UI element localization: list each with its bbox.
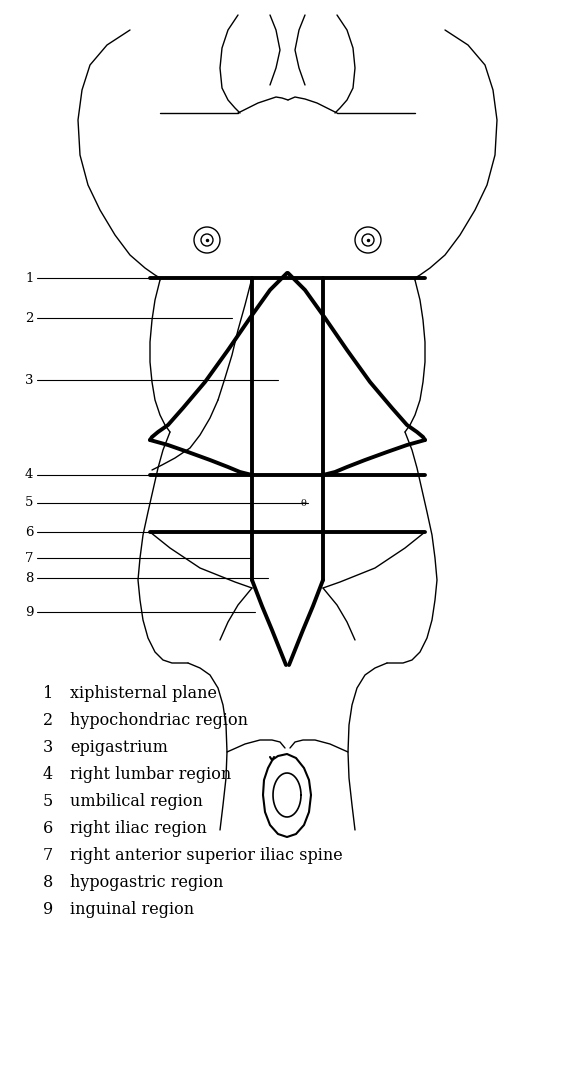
Text: inguinal region: inguinal region [70,901,194,918]
Text: 2: 2 [25,311,33,325]
Text: 1: 1 [25,271,33,284]
Text: 5: 5 [43,793,53,810]
Text: hypochondriac region: hypochondriac region [70,712,248,730]
Text: 9: 9 [25,606,33,619]
Text: 5: 5 [25,496,33,510]
Text: 7: 7 [43,847,53,864]
Text: xiphisternal plane: xiphisternal plane [70,685,217,702]
Text: right lumbar region: right lumbar region [70,766,231,783]
Text: 7: 7 [25,552,33,565]
Text: right anterior superior iliac spine: right anterior superior iliac spine [70,847,343,864]
Text: epigastrium: epigastrium [70,739,168,756]
Text: 6: 6 [25,525,33,538]
Text: hypogastric region: hypogastric region [70,874,223,891]
Text: 3: 3 [43,739,53,756]
Text: 8: 8 [43,874,53,891]
Text: 4: 4 [43,766,53,783]
Text: right iliac region: right iliac region [70,820,207,837]
Text: 1: 1 [43,685,53,702]
Text: θ: θ [300,498,306,508]
Text: 9: 9 [43,901,53,918]
Text: umbilical region: umbilical region [70,793,203,810]
Text: 6: 6 [43,820,53,837]
Text: 8: 8 [25,571,33,584]
Text: 2: 2 [43,712,53,730]
Text: 4: 4 [25,468,33,481]
Text: 3: 3 [25,373,33,386]
